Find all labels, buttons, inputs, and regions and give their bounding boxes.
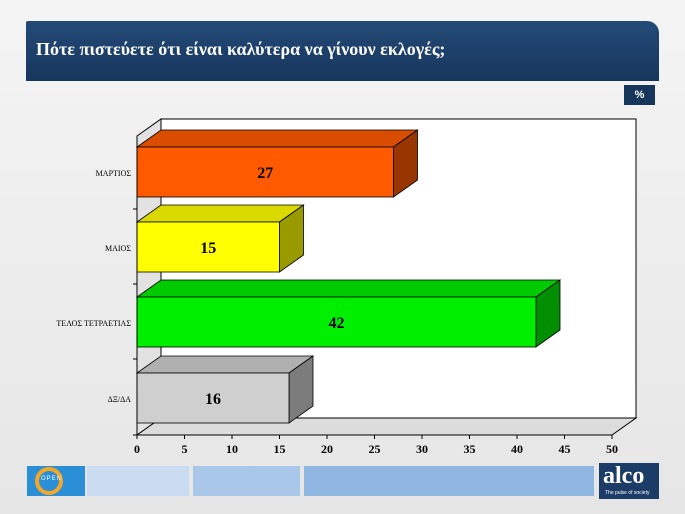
x-tick-label: 20: [321, 442, 333, 456]
x-tick-label: 50: [606, 442, 618, 456]
x-tick-label: 35: [464, 442, 476, 456]
x-tick-label: 5: [182, 442, 188, 456]
unit-badge: %: [624, 85, 655, 105]
x-tick-label: 15: [274, 442, 286, 456]
data-label: 16: [205, 391, 221, 408]
bar-top-face: [135, 355, 315, 374]
x-tick-label: 25: [369, 442, 381, 456]
open-logo-text: OPEN: [41, 476, 63, 482]
alco-logo-text: alco: [603, 463, 645, 489]
title-bar: Πότε πιστεύετε ότι είναι καλύτερα να γίν…: [26, 21, 659, 81]
footer-segment: [87, 466, 189, 496]
footer-segment: [193, 466, 300, 496]
open-logo: OPEN: [27, 466, 85, 496]
footer-segment: [304, 466, 594, 496]
bar: [136, 146, 394, 198]
category-label: ΤΕΛΟΣ ΤΕΤΡΑΕΤΙΑΣ: [56, 319, 131, 328]
category-label: ΜΑΡΤΙΟΣ: [96, 169, 132, 178]
bar: [136, 296, 537, 348]
x-tick-label: 30: [416, 442, 428, 456]
open-logo-ring: [35, 467, 63, 495]
x-tick-label: 45: [559, 442, 571, 456]
alco-logo: alco The pulse of society: [599, 463, 659, 499]
x-tick-label: 10: [226, 442, 238, 456]
alco-tagline: The pulse of society: [605, 490, 650, 496]
data-label: 15: [200, 240, 216, 257]
data-label: 42: [329, 315, 345, 332]
bar-top-face: [135, 129, 419, 148]
category-label: ΜΑΙΟΣ: [105, 244, 131, 253]
bar: [136, 372, 290, 424]
bar-top-face: [135, 204, 305, 223]
data-label: 27: [257, 165, 273, 182]
footer-bar: [27, 466, 659, 498]
page-title: Πότε πιστεύετε ότι είναι καλύτερα να γίν…: [36, 39, 446, 59]
bar-top-face: [135, 279, 562, 298]
x-tick-label: 40: [511, 442, 523, 456]
category-label: ΔΞ/ΔΑ: [108, 395, 132, 404]
bar: [136, 221, 280, 273]
x-tick-label: 0: [134, 442, 140, 456]
